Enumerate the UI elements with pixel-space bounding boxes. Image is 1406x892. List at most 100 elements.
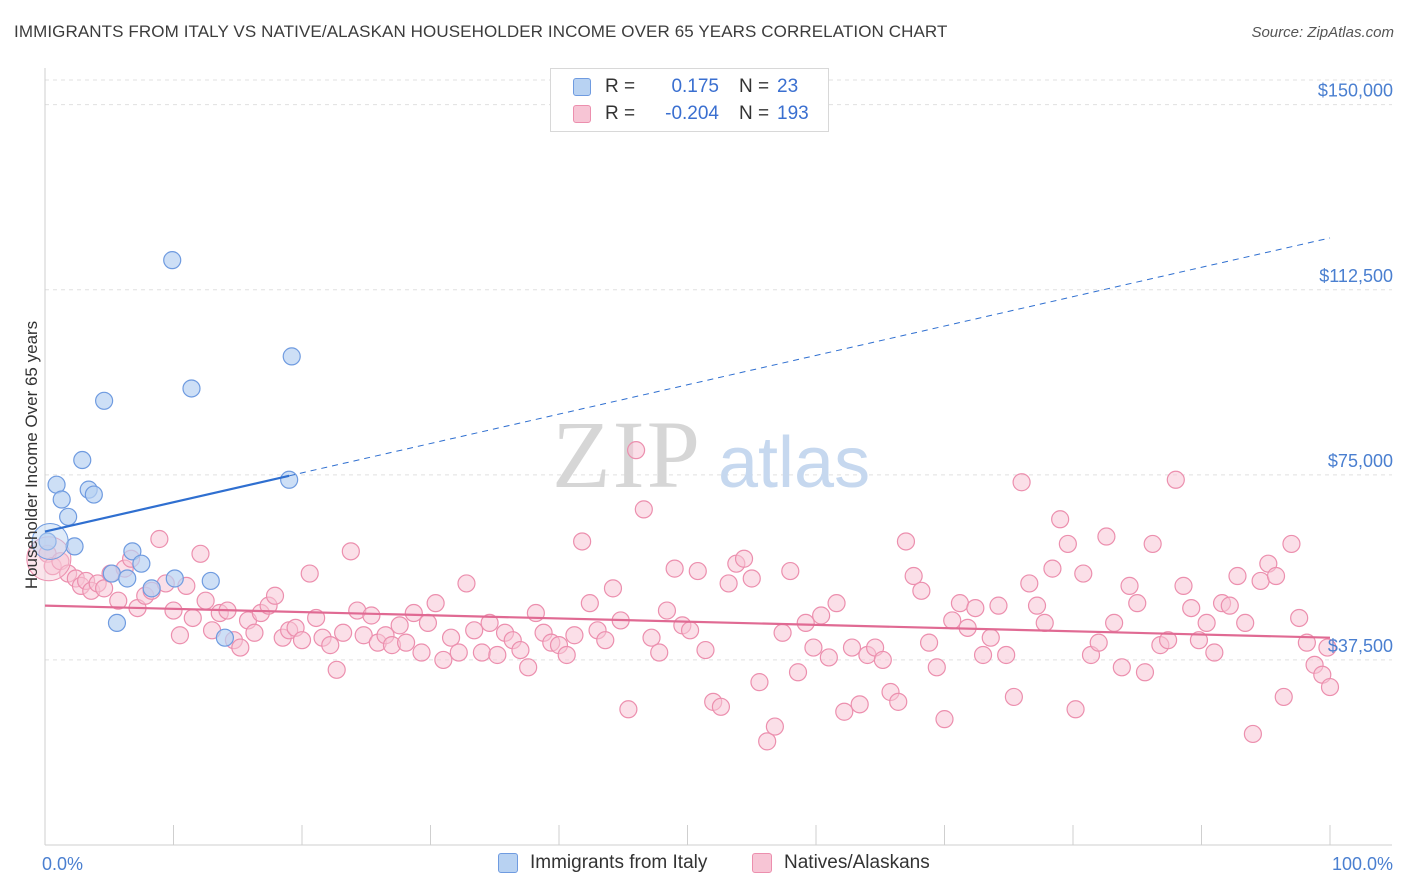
legend-swatch-pink — [573, 105, 591, 123]
natives-point — [307, 608, 326, 628]
italy-point — [65, 537, 84, 556]
trend-lines — [44, 237, 1331, 639]
natives-point — [1274, 687, 1293, 707]
natives-point — [480, 613, 499, 633]
natives-point — [927, 658, 946, 677]
natives-point — [557, 645, 576, 665]
natives-point — [1043, 559, 1062, 578]
natives-point — [650, 643, 669, 662]
italy-point — [52, 490, 71, 509]
tick-labels: $37,500 $75,000 $112,500 $150,000 0.0% 100.0% — [42, 81, 1393, 874]
natives-point — [1236, 613, 1255, 633]
natives-point — [341, 542, 360, 561]
natives-point — [150, 529, 169, 549]
x-tick-label-max: 100.0% — [1332, 854, 1393, 874]
legend-label-natives: Natives/Alaskans — [784, 852, 930, 873]
natives-point — [773, 623, 792, 642]
natives-point — [796, 613, 815, 633]
italy-point — [59, 507, 78, 526]
italy-trend-dashed — [289, 237, 1331, 477]
legend-item-italy[interactable]: Immigrants from Italy — [498, 852, 707, 874]
natives-point — [665, 559, 684, 578]
natives-point — [634, 500, 653, 519]
italy-point-cluster — [31, 522, 69, 560]
legend-swatch-blue — [498, 853, 518, 873]
natives-point — [449, 643, 468, 662]
natives-point — [1243, 724, 1263, 744]
legend-item-natives[interactable]: Natives/Alaskans — [752, 852, 930, 874]
natives-point — [889, 692, 908, 711]
natives-point — [981, 628, 1000, 647]
italy-points — [31, 251, 301, 647]
legend-swatch-blue — [573, 78, 591, 96]
natives-point — [966, 598, 985, 618]
natives-point — [904, 566, 923, 586]
natives-point — [327, 660, 346, 679]
natives-point — [896, 532, 916, 551]
natives-point — [1174, 576, 1193, 595]
italy-point — [102, 564, 121, 583]
natives-point — [404, 603, 423, 623]
italy-point — [107, 613, 127, 633]
legend-r-value: 0.175 — [671, 76, 719, 97]
axes — [44, 68, 1392, 846]
legend-row-italy: R = 0.175 N = 23 — [573, 75, 798, 99]
natives-point — [170, 626, 190, 645]
natives-point — [619, 700, 638, 719]
y-tick-label: $112,500 — [1319, 266, 1393, 286]
natives-points — [26, 441, 1340, 751]
natives-point — [1089, 633, 1108, 652]
natives-point — [245, 623, 264, 642]
natives-point — [511, 640, 530, 660]
italy-point — [95, 391, 114, 410]
natives-point — [657, 601, 677, 620]
natives-point — [465, 621, 484, 640]
natives-point — [935, 710, 954, 729]
natives-point — [819, 648, 838, 667]
italy-point — [118, 569, 137, 588]
natives-point — [1105, 613, 1124, 633]
natives-point — [596, 631, 615, 650]
natives-point — [1074, 564, 1093, 583]
natives-point — [396, 633, 416, 652]
natives-point — [850, 695, 869, 714]
natives-point — [1318, 638, 1337, 657]
natives-point — [642, 628, 661, 647]
natives-point — [231, 638, 250, 657]
natives-point — [1035, 613, 1054, 633]
natives-point — [1058, 534, 1077, 554]
natives-point — [742, 569, 761, 588]
natives-point — [812, 606, 831, 625]
natives-point — [781, 561, 800, 581]
natives-point — [1112, 658, 1131, 677]
italy-point — [142, 579, 161, 598]
natives-point — [441, 628, 461, 647]
natives-point — [1290, 608, 1309, 628]
natives-point — [1182, 598, 1201, 618]
italy-point — [282, 347, 301, 366]
grid — [45, 79, 1392, 661]
legend-row-natives: R = -0.204 N = 193 — [573, 102, 809, 126]
legend-n-label: N = — [739, 76, 770, 97]
source-label: Source: ZipAtlas.com — [1251, 24, 1394, 41]
chart-title: IMMIGRANTS FROM ITALY VS NATIVE/ALASKAN … — [14, 22, 948, 41]
natives-point — [472, 643, 491, 662]
natives-point — [362, 606, 381, 625]
natives-point — [989, 596, 1008, 615]
natives-point — [1251, 571, 1270, 591]
natives-point — [1205, 643, 1224, 662]
natives-point — [1220, 596, 1239, 615]
natives-point — [734, 549, 754, 568]
natives-point — [1166, 470, 1185, 489]
natives-point — [426, 594, 445, 613]
y-tick-label: $37,500 — [1328, 636, 1393, 656]
natives-point — [626, 441, 646, 460]
natives-point — [580, 594, 599, 613]
natives-point — [265, 586, 285, 605]
watermark: ZIP atlas — [552, 401, 870, 508]
natives-point — [1012, 473, 1031, 492]
natives-point — [680, 621, 700, 640]
legend-n-value: 193 — [777, 103, 809, 124]
natives-point — [196, 591, 215, 610]
natives-point — [1135, 663, 1155, 682]
